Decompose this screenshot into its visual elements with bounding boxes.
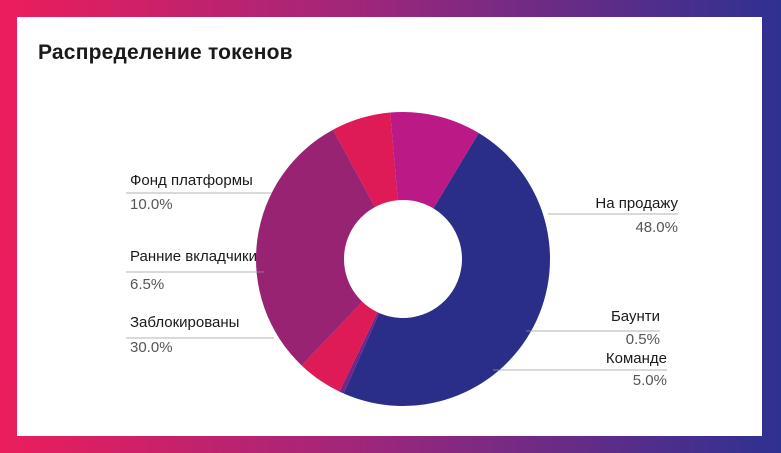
- slice-label: Ранние вкладчики: [130, 248, 257, 265]
- slice-value: 10.0%: [130, 196, 173, 213]
- slice-label: Команде: [606, 350, 667, 367]
- slice-value: 6.5%: [130, 276, 164, 293]
- slice-2: [339, 312, 380, 394]
- slice-6: [390, 112, 479, 209]
- slice-value: 48.0%: [635, 219, 678, 236]
- slice-shading: [256, 112, 550, 406]
- slice-value: 0.5%: [626, 331, 660, 348]
- slice-value: 5.0%: [633, 372, 667, 389]
- slice-label: На продажу: [595, 195, 678, 212]
- slice-3: [301, 301, 378, 392]
- slice-label: Фонд платформы: [130, 172, 253, 189]
- slice-1: [343, 132, 550, 407]
- slice-5: [333, 112, 398, 208]
- slice-value: 30.0%: [130, 339, 173, 356]
- slice-4: [256, 129, 375, 366]
- slice-label: Баунти: [611, 308, 660, 325]
- slice-label: Заблокированы: [130, 314, 239, 331]
- chart-title: Распределение токенов: [38, 41, 293, 64]
